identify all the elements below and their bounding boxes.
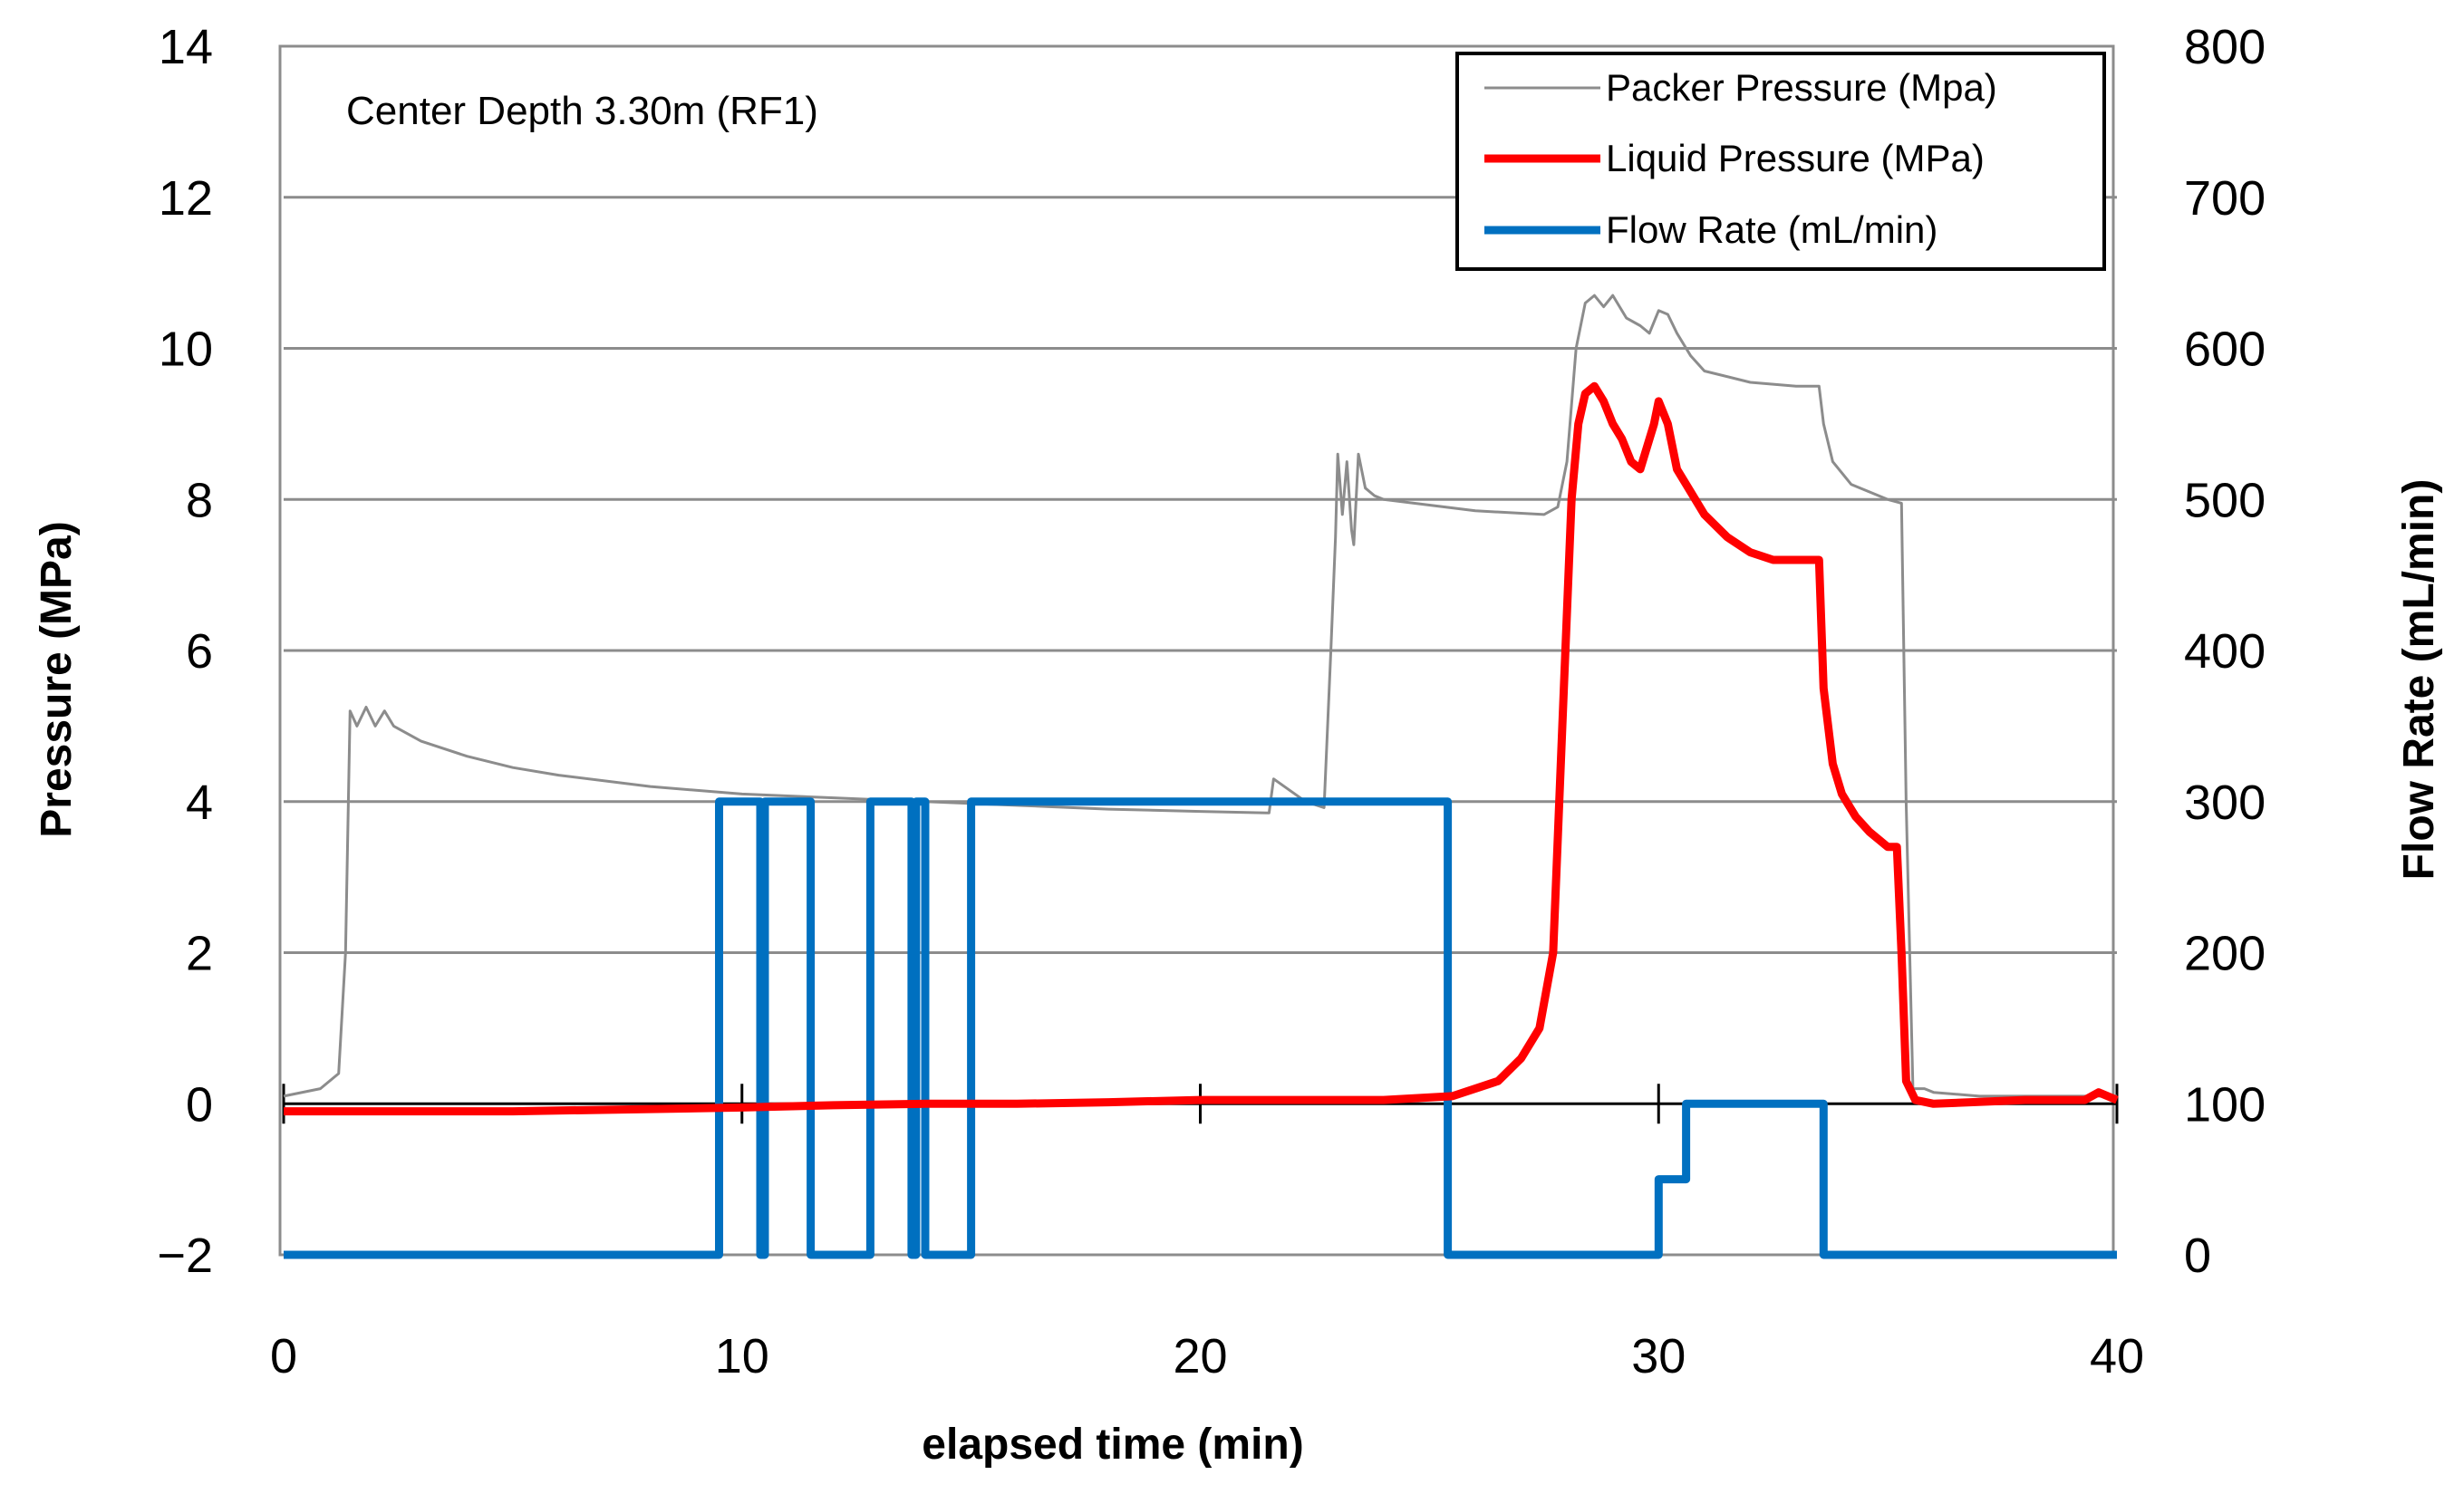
- x-tick-label-2: 20: [1173, 1329, 1227, 1383]
- y2-tick-label-7: 700: [2184, 171, 2266, 226]
- legend-label-flow: Flow Rate (mL/min): [1606, 208, 1937, 251]
- y2-tick-label-4: 400: [2184, 624, 2266, 679]
- x-tick-label-3: 30: [1631, 1329, 1686, 1383]
- x-tick-label-1: 10: [715, 1329, 769, 1383]
- series-line-1: [284, 381, 2119, 1116]
- y2-tick-label-2: 200: [2184, 927, 2266, 981]
- y-tick-label-1: 0: [186, 1077, 213, 1132]
- series-layer: [283, 294, 2119, 1259]
- y2-tick-label-1: 100: [2184, 1077, 2266, 1132]
- y2-tick-label-0: 0: [2184, 1229, 2211, 1283]
- y-tick-label-3: 4: [186, 776, 213, 830]
- series-line-2: [284, 797, 2117, 1259]
- y-axis-ticks: −2 0 2 4 6 8 10 12 14: [157, 20, 213, 1283]
- y-tick-label-2: 2: [186, 927, 213, 981]
- y-tick-label-8: 14: [159, 20, 213, 74]
- y2-axis-ticks: 0 100 200 300 400 500 600 700 800: [2184, 20, 2266, 1283]
- series-line-0: [283, 294, 2117, 1098]
- y2-tick-label-8: 800: [2184, 20, 2266, 74]
- x-axis-ticks: 0 10 20 30 40: [270, 1329, 2144, 1383]
- legend-label-liquid: Liquid Pressure (MPa): [1606, 137, 1985, 179]
- x-tick-label-0: 0: [270, 1329, 297, 1383]
- y-tick-label-0: −2: [157, 1229, 213, 1283]
- y2-tick-label-5: 500: [2184, 473, 2266, 527]
- legend-label-packer: Packer Pressure (Mpa): [1606, 66, 1997, 109]
- y2-axis-title: Flow Rate (mL/min): [2395, 479, 2443, 881]
- y-axis-title: Pressure (MPa): [33, 521, 81, 837]
- x-tick-label-4: 40: [2090, 1329, 2144, 1383]
- y2-tick-label-6: 600: [2184, 323, 2266, 377]
- annotation-label: Center Depth 3.30m (RF1): [346, 89, 818, 133]
- y2-tick-label-3: 300: [2184, 776, 2266, 830]
- legend: Packer Pressure (Mpa) Liquid Pressure (M…: [1455, 52, 2106, 271]
- y-tick-label-6: 10: [159, 323, 213, 377]
- x-axis-title: elapsed time (min): [922, 1421, 1303, 1469]
- y-tick-label-5: 8: [186, 473, 213, 527]
- y-tick-label-7: 12: [159, 171, 213, 226]
- y-tick-label-4: 6: [186, 624, 213, 679]
